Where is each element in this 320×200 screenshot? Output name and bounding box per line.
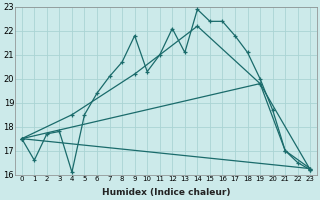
X-axis label: Humidex (Indice chaleur): Humidex (Indice chaleur) <box>102 188 230 197</box>
